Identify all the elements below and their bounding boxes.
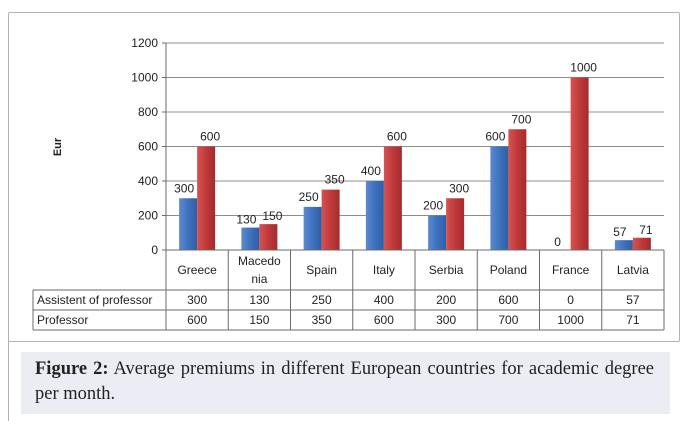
bar — [508, 129, 527, 250]
data-label: 200 — [423, 199, 443, 213]
data-label: 71 — [639, 223, 653, 237]
x-category-label: Greece — [177, 263, 217, 277]
data-label: 600 — [485, 130, 505, 144]
data-label: 600 — [200, 130, 220, 144]
x-category-label: Serbia — [429, 263, 464, 277]
table-value: 1000 — [557, 313, 584, 327]
data-label: 150 — [262, 209, 282, 223]
bar — [303, 206, 322, 250]
table-value: 600 — [374, 313, 394, 327]
chart-panel: 0 200 400 600 800 1000 1200 Eur 300 130 250 400 200 6… — [8, 12, 680, 342]
table-value: 600 — [187, 313, 207, 327]
bar — [614, 240, 633, 250]
table-value: 0 — [567, 293, 574, 307]
table-value: 600 — [498, 293, 518, 307]
data-label: 700 — [511, 112, 531, 126]
bar — [259, 224, 278, 250]
data-label: 400 — [361, 164, 381, 178]
table-value: 150 — [249, 313, 269, 327]
table-value: 250 — [312, 293, 332, 307]
table-value: 200 — [436, 293, 456, 307]
bar-chart: 0 200 400 600 800 1000 1200 Eur 300 130 250 400 200 6… — [32, 36, 665, 331]
y-axis-label: Eur — [52, 137, 64, 156]
table-value: 700 — [498, 313, 518, 327]
figure-caption-label: Figure 2: — [35, 359, 109, 379]
bar — [570, 77, 589, 250]
legend-series-name: Assistent of professor — [37, 293, 152, 307]
data-label: 350 — [325, 173, 345, 187]
data-label: 0 — [554, 235, 561, 249]
table-value: 350 — [312, 313, 332, 327]
bar — [197, 146, 216, 250]
bar — [428, 215, 447, 250]
data-label: 1000 — [570, 61, 597, 75]
y-tick-label: 200 — [138, 209, 158, 223]
bar — [179, 198, 198, 250]
bar — [490, 146, 509, 250]
table-value: 300 — [436, 313, 456, 327]
x-category-label: Spain — [306, 263, 337, 277]
y-tick-label: 1200 — [131, 36, 158, 50]
bar — [241, 227, 260, 250]
data-label: 300 — [449, 181, 469, 195]
data-label: 300 — [174, 181, 194, 195]
bar — [383, 146, 402, 250]
x-category-label: Latvia — [617, 263, 649, 277]
figure-caption-text: Average premiums in different European c… — [35, 359, 655, 404]
bar — [365, 181, 384, 250]
table-value: 71 — [626, 313, 640, 327]
data-label: 130 — [236, 213, 256, 227]
y-tick-label: 0 — [151, 243, 158, 257]
data-label: 600 — [387, 130, 407, 144]
bar — [446, 198, 465, 250]
table-value: 300 — [187, 293, 207, 307]
bar — [321, 189, 340, 250]
table-value: 130 — [249, 293, 269, 307]
table-value: 57 — [626, 293, 640, 307]
legend-series-name: Professor — [37, 313, 88, 327]
y-tick-label: 600 — [138, 140, 158, 154]
x-category-label: nia — [251, 272, 267, 286]
y-tick-label: 400 — [138, 174, 158, 188]
data-label: 250 — [299, 190, 319, 204]
frame-rule — [8, 340, 9, 421]
y-tick-label: 800 — [138, 105, 158, 119]
table-value: 400 — [374, 293, 394, 307]
x-category-label: Poland — [490, 263, 527, 277]
x-category-label: Macedo — [238, 254, 281, 268]
x-category-label: Italy — [373, 263, 395, 277]
x-category-label: France — [552, 263, 590, 277]
data-label: 57 — [613, 225, 627, 239]
y-tick-label: 1000 — [131, 71, 158, 85]
figure-caption: Figure 2: Average premiums in different … — [21, 352, 670, 414]
bar — [632, 237, 651, 250]
